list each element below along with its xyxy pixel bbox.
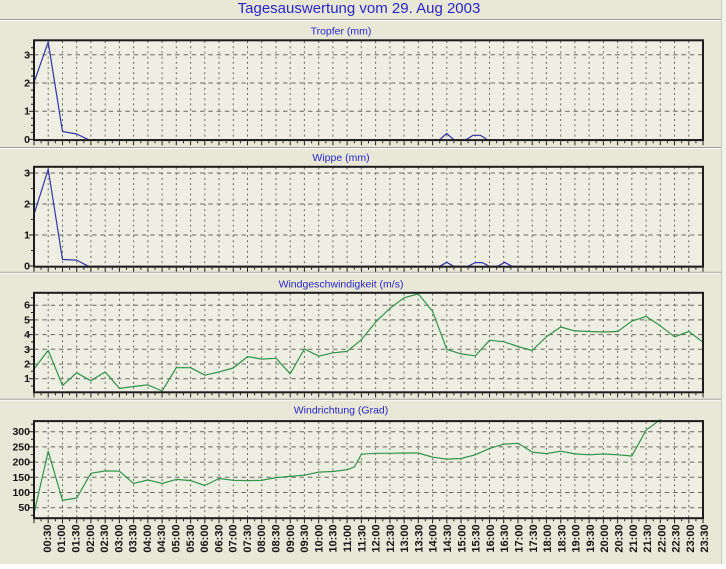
svg-text:11:30: 11:30 [356,525,368,553]
svg-text:20:00: 20:00 [599,524,611,552]
svg-text:18:00: 18:00 [542,524,554,552]
svg-text:3: 3 [24,168,30,180]
svg-text:0: 0 [24,261,30,273]
svg-text:05:00: 05:00 [171,524,183,552]
svg-text:10:00: 10:00 [313,524,325,552]
svg-text:07:30: 07:30 [242,524,254,552]
svg-text:Windrichtung (Grad): Windrichtung (Grad) [294,405,389,417]
svg-text:06:00: 06:00 [199,524,211,552]
svg-text:15:00: 15:00 [456,524,468,552]
svg-text:17:00: 17:00 [514,524,526,552]
svg-text:02:30: 02:30 [99,524,111,552]
svg-text:300: 300 [12,426,30,438]
svg-text:1: 1 [24,373,30,385]
svg-text:16:00: 16:00 [485,524,497,552]
svg-text:14:00: 14:00 [428,524,440,552]
svg-text:09:30: 09:30 [299,524,311,552]
svg-text:13:00: 13:00 [399,524,411,552]
svg-text:50: 50 [18,502,30,514]
svg-text:2: 2 [24,359,30,371]
svg-text:15:30: 15:30 [471,524,483,552]
svg-text:01:30: 01:30 [71,524,83,552]
svg-text:22:00: 22:00 [656,524,668,552]
svg-text:19:30: 19:30 [585,524,597,552]
svg-text:05:30: 05:30 [185,524,197,552]
svg-text:100: 100 [12,487,30,499]
svg-text:200: 200 [12,457,30,469]
svg-text:08:00: 08:00 [256,524,268,552]
svg-text:6: 6 [24,300,30,312]
svg-text:1: 1 [24,230,30,242]
svg-text:10:30: 10:30 [328,524,340,552]
svg-text:4: 4 [24,329,30,341]
svg-text:2: 2 [24,199,30,211]
svg-text:21:00: 21:00 [628,524,640,552]
svg-text:0: 0 [24,134,30,146]
svg-text:12:30: 12:30 [385,524,397,552]
svg-text:2: 2 [24,78,30,90]
svg-text:14:30: 14:30 [442,524,454,552]
svg-text:16:30: 16:30 [499,524,511,552]
svg-text:23:00: 23:00 [685,524,697,552]
svg-text:01:00: 01:00 [56,524,68,552]
svg-text:02:00: 02:00 [85,524,97,552]
svg-text:250: 250 [12,441,30,453]
svg-text:Windgeschwindigkeit (m/s): Windgeschwindigkeit (m/s) [279,278,404,290]
svg-text:22:30: 22:30 [671,524,683,552]
svg-text:18:30: 18:30 [556,524,568,552]
svg-text:04:30: 04:30 [156,524,168,552]
svg-text:13:30: 13:30 [413,524,425,552]
svg-text:Tropfer (mm): Tropfer (mm) [311,25,372,37]
svg-text:11:00: 11:00 [342,525,354,553]
svg-text:03:30: 03:30 [128,524,140,552]
svg-text:09:00: 09:00 [285,524,297,552]
svg-text:Wippe (mm): Wippe (mm) [312,152,369,164]
svg-text:21:30: 21:30 [642,524,654,552]
svg-text:20:30: 20:30 [614,524,626,552]
svg-text:Tagesauswertung vom 29. Aug 20: Tagesauswertung vom 29. Aug 2003 [238,0,481,17]
svg-text:00:30: 00:30 [42,524,54,552]
svg-text:12:00: 12:00 [371,524,383,552]
svg-text:04:00: 04:00 [142,524,154,552]
svg-text:03:00: 03:00 [113,524,125,552]
svg-text:06:30: 06:30 [213,524,225,552]
svg-text:08:30: 08:30 [271,524,283,552]
svg-text:17:30: 17:30 [528,524,540,552]
svg-text:3: 3 [24,49,30,61]
svg-text:1: 1 [24,106,30,118]
svg-text:19:00: 19:00 [571,524,583,552]
svg-text:3: 3 [24,344,30,356]
svg-text:23:30: 23:30 [699,524,711,552]
svg-text:5: 5 [24,314,30,326]
svg-text:150: 150 [12,472,30,484]
svg-text:07:00: 07:00 [228,524,240,552]
